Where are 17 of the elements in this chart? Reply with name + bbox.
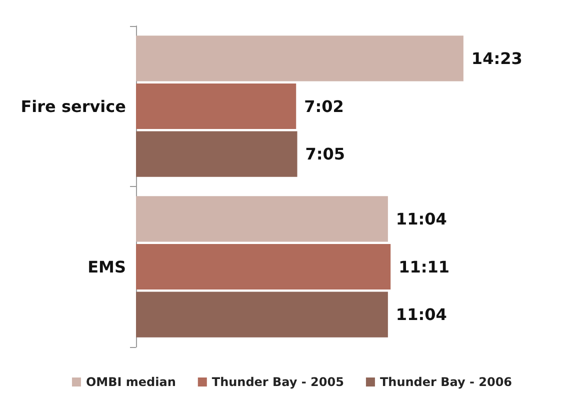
legend-label: OMBI median [86, 375, 176, 389]
data-label: 7:05 [305, 144, 346, 164]
y-tick-label: Fire service [20, 96, 126, 116]
data-label: 14:23 [471, 48, 522, 68]
bar [136, 131, 298, 177]
data-label: 11:11 [398, 257, 450, 276]
legend-label: Thunder Bay - 2006 [380, 375, 512, 389]
data-label: 11:04 [396, 209, 447, 228]
bar [136, 292, 388, 338]
data-label: 7:02 [304, 96, 344, 116]
legend-label: Thunder Bay - 2005 [212, 375, 344, 389]
bar [136, 244, 391, 290]
data-label: 11:04 [396, 305, 447, 324]
bar [136, 196, 388, 242]
bar [136, 83, 296, 130]
y-tick-label: EMS [88, 257, 126, 276]
bar [136, 36, 464, 82]
